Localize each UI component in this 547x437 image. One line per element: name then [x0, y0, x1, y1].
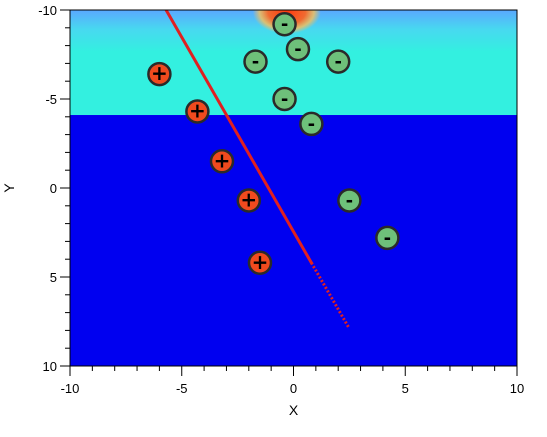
y-tick-label: -5	[45, 92, 57, 107]
trajectory-dotted-line	[310, 262, 351, 330]
y-tick-label: -10	[38, 3, 57, 18]
negative-charge-marker: -	[325, 49, 351, 74]
negative-charge-sign: -	[334, 52, 341, 73]
x-tick-label: 0	[290, 381, 297, 396]
x-axis-label: X	[289, 402, 299, 418]
x-tick-label: -5	[176, 381, 188, 396]
negative-charge-marker: -	[299, 111, 324, 137]
negative-charge-marker: -	[285, 36, 311, 62]
positive-charge-circle	[209, 149, 235, 174]
positive-charge-marker: +	[247, 250, 273, 276]
plot-area: +++++--- -----	[70, 10, 517, 366]
background-region-lower-layer	[70, 115, 517, 366]
x-tick-label: 5	[402, 381, 409, 396]
axes: -10 -5 0 5 10 -10 -5 0 5 10	[38, 3, 524, 396]
negative-charge-circle	[325, 49, 351, 74]
positive-charge-marker: +	[185, 98, 210, 124]
positive-charge-circle	[147, 61, 172, 87]
negative-charge-sign: -	[346, 190, 353, 211]
negative-charge-sign: -	[384, 228, 391, 249]
negative-charge-sign: -	[252, 52, 259, 73]
positive-charge-sign: +	[151, 61, 168, 85]
negative-charge-circle	[375, 225, 400, 251]
positive-charge-circle	[247, 250, 273, 276]
negative-charge-circle	[272, 11, 297, 37]
negative-charge-sign: -	[281, 14, 288, 35]
positive-charge-marker: +	[236, 187, 262, 213]
negative-charge-marker: -	[375, 225, 400, 251]
positive-charge-marker: +	[209, 148, 235, 174]
positive-charge-sign: +	[252, 250, 269, 274]
positive-charge-sign: +	[214, 148, 231, 172]
positive-charge-circle	[185, 99, 210, 124]
y-tick-label: 10	[43, 359, 57, 374]
negative-charge-marker: -	[337, 188, 362, 213]
positive-charge-circle	[236, 188, 262, 213]
negative-charge-circle	[243, 49, 268, 74]
negative-charge-circle	[272, 86, 297, 112]
negative-charge-sign: -	[308, 114, 315, 135]
positive-charge-marker: +	[147, 61, 172, 87]
positive-charge-sign: +	[240, 187, 257, 211]
negative-charge-circle	[299, 111, 324, 137]
negative-charge-marker: -	[243, 49, 268, 74]
x-tick-label: 10	[510, 381, 524, 396]
y-axis-label: Y	[1, 183, 17, 193]
trajectory-solid-line	[164, 10, 313, 265]
negative-charge-circle	[285, 36, 311, 62]
negative-charge-sign: -	[294, 39, 301, 60]
negative-charge-marker: -	[272, 86, 297, 112]
negative-charge-marker: -	[272, 11, 297, 37]
y-tick-label: 0	[50, 181, 57, 196]
y-tick-label: 5	[50, 270, 57, 285]
negative-charge-circle	[337, 188, 362, 213]
x-tick-label: -10	[61, 381, 80, 396]
negative-charge-sign: -	[281, 89, 288, 110]
positive-charge-sign: +	[189, 98, 206, 122]
